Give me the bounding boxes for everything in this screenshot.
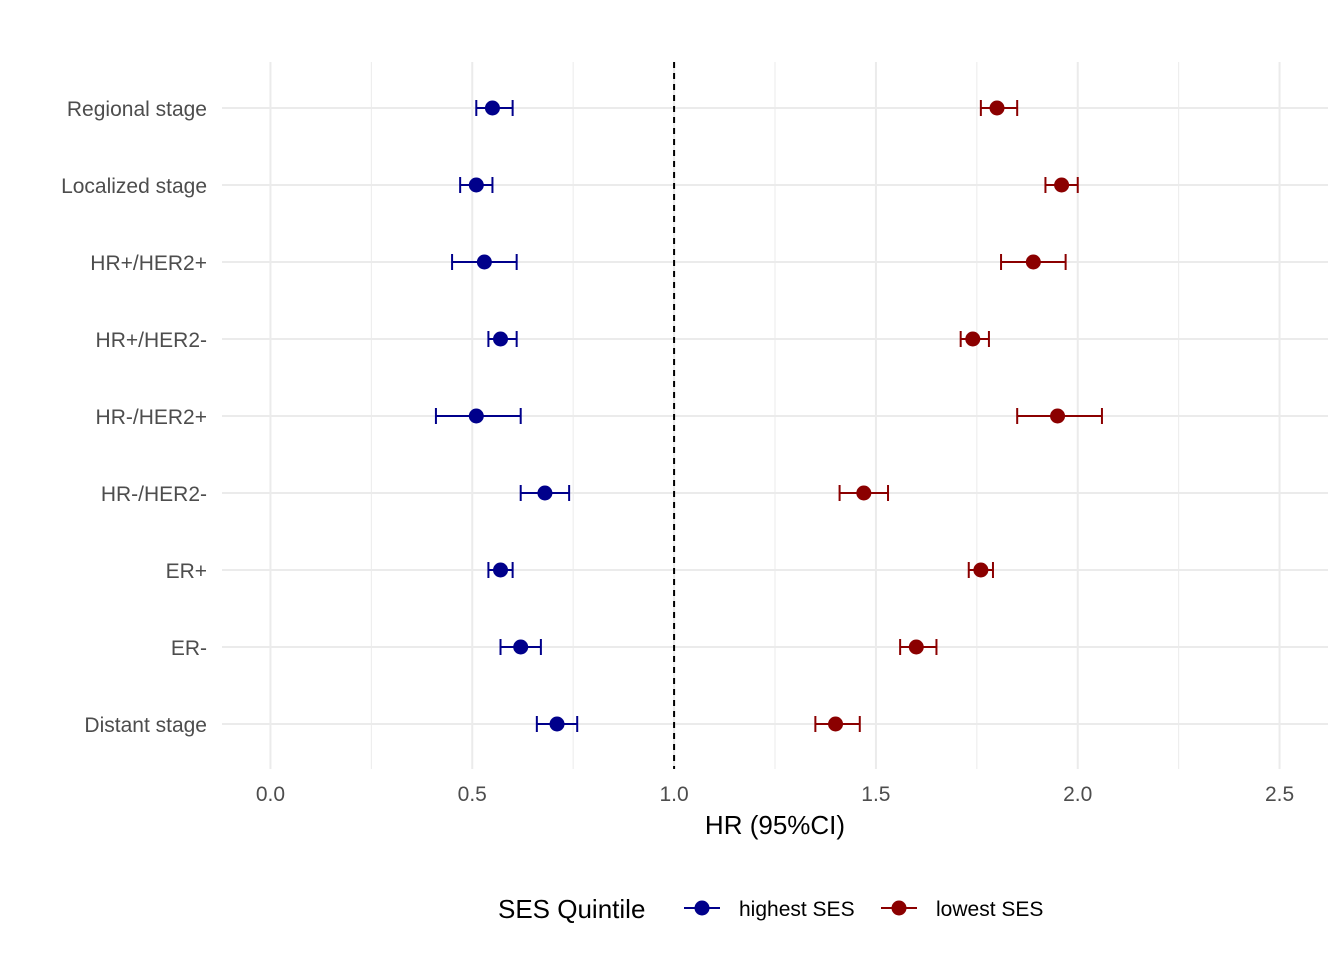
hr-point — [908, 639, 924, 655]
x-tick-label: 1.0 — [659, 783, 688, 806]
x-tick-label: 1.5 — [861, 783, 890, 806]
legend-key-point — [891, 900, 907, 916]
hr-point — [468, 408, 484, 424]
y-tick-label: ER+ — [166, 560, 207, 583]
data-point-group — [434, 408, 522, 424]
hr-point — [828, 716, 844, 732]
hr-point — [973, 562, 989, 578]
y-tick-label: HR-/HER2+ — [96, 406, 207, 429]
data-point-group — [814, 716, 861, 732]
hr-point — [965, 331, 981, 347]
x-tick-label: 2.0 — [1063, 783, 1092, 806]
data-point-group — [519, 485, 571, 501]
legend-label: lowest SES — [936, 898, 1043, 921]
hr-point — [537, 485, 553, 501]
hr-point — [493, 562, 509, 578]
x-tick-label: 2.5 — [1265, 783, 1294, 806]
data-point-group — [535, 716, 579, 732]
data-point-group — [1000, 254, 1067, 270]
hr-point — [484, 100, 500, 116]
hr-point — [549, 716, 565, 732]
x-tick-label: 0.5 — [458, 783, 487, 806]
data-point-group — [899, 639, 938, 655]
hr-point — [476, 254, 492, 270]
series-lowest-ses — [814, 100, 1103, 732]
data-point-group — [1016, 408, 1103, 424]
hr-point — [1025, 254, 1041, 270]
data-point-group — [487, 562, 514, 578]
data-point-group — [1044, 177, 1079, 193]
hr-point — [468, 177, 484, 193]
y-tick-label: HR-/HER2- — [101, 483, 207, 506]
legend-item: lowest SES — [881, 898, 1043, 921]
legend: SES Quintile highest SES lowest SES — [498, 894, 1043, 924]
x-axis-title: HR (95%CI) — [705, 810, 845, 840]
legend-items: highest SES lowest SES — [684, 898, 1043, 921]
y-tick-label: Localized stage — [61, 175, 207, 198]
data-point-group — [959, 331, 990, 347]
y-tick-label: HR+/HER2+ — [90, 252, 207, 275]
x-tick-label: 0.0 — [256, 783, 285, 806]
hr-point — [989, 100, 1005, 116]
data-marks — [434, 100, 1103, 732]
legend-title: SES Quintile — [498, 894, 645, 924]
hr-point — [1054, 177, 1070, 193]
data-point-group — [451, 254, 518, 270]
hr-point — [1050, 408, 1066, 424]
y-tick-label: Distant stage — [84, 714, 207, 737]
series-highest-ses — [434, 100, 579, 732]
hr-point — [493, 331, 509, 347]
hr-point — [856, 485, 872, 501]
legend-key-point — [694, 900, 710, 916]
data-point-group — [499, 639, 542, 655]
x-axis-tick-labels: 0.0 0.5 1.0 1.5 2.0 2.5 — [256, 783, 1294, 806]
grid-lines — [222, 62, 1328, 769]
y-tick-label: HR+/HER2- — [96, 329, 207, 352]
y-tick-label: Regional stage — [67, 98, 207, 121]
data-point-group — [979, 100, 1019, 116]
y-tick-label: ER- — [171, 637, 207, 660]
legend-label: highest SES — [739, 898, 855, 921]
data-point-group — [838, 485, 890, 501]
data-point-group — [459, 177, 494, 193]
hr-point — [513, 639, 529, 655]
data-point-group — [475, 100, 514, 116]
legend-item: highest SES — [684, 898, 855, 921]
data-point-group — [967, 562, 994, 578]
y-axis-tick-labels: Regional stage Localized stage HR+/HER2+ HR… — [61, 98, 207, 737]
data-point-group — [487, 331, 518, 347]
